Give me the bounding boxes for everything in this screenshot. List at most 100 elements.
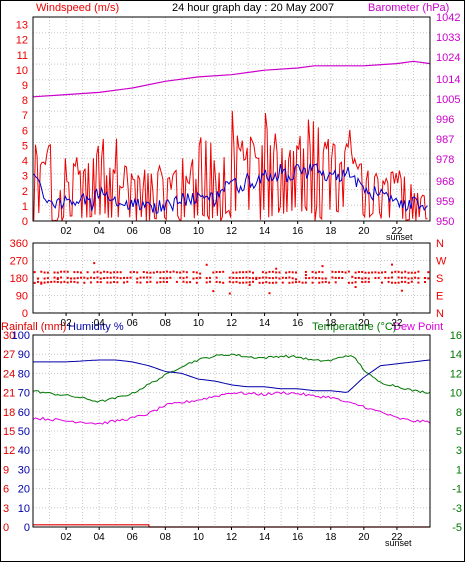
direction-point bbox=[142, 271, 145, 273]
direction-x-tick-label: 22 bbox=[391, 318, 403, 329]
direction-point bbox=[166, 270, 168, 273]
direction-point bbox=[354, 286, 357, 288]
direction-point bbox=[361, 281, 364, 283]
direction-point bbox=[407, 281, 410, 284]
rainfall-tick-label: 3 bbox=[3, 503, 9, 515]
direction-point bbox=[275, 271, 278, 274]
direction-point bbox=[106, 281, 109, 284]
direction-point bbox=[265, 276, 268, 279]
labels-layer: 02 04 06 08 10 12 14 16 18 20 22012345678910111213… bbox=[3, 12, 462, 543]
direction-point bbox=[367, 280, 370, 283]
direction-point bbox=[126, 280, 129, 283]
direction-point bbox=[166, 277, 168, 280]
direction-point bbox=[384, 271, 387, 274]
direction-point bbox=[311, 276, 314, 279]
direction-point bbox=[205, 277, 208, 280]
direction-point bbox=[218, 281, 221, 284]
direction-point bbox=[334, 271, 337, 274]
direction-point bbox=[400, 271, 403, 274]
wind-x-tick-label: 08 bbox=[160, 226, 172, 237]
direction-point bbox=[371, 271, 374, 274]
direction-point bbox=[417, 281, 420, 284]
direction-point bbox=[146, 281, 149, 284]
direction-point bbox=[89, 281, 92, 284]
direction-point bbox=[381, 271, 383, 274]
direction-point bbox=[295, 278, 297, 281]
direction-point bbox=[139, 276, 142, 279]
rainfall-axis-label: Rainfall (mm) bbox=[1, 321, 66, 333]
direction-point bbox=[66, 276, 69, 279]
barometer-tick-label: 1005 bbox=[436, 94, 460, 106]
windspeed-tick-label: 2 bbox=[22, 186, 28, 198]
direction-point bbox=[106, 276, 109, 279]
wind-x-tick-label: 10 bbox=[193, 226, 205, 237]
direction-point bbox=[377, 276, 380, 279]
wind-x-tick-label: 12 bbox=[226, 226, 238, 237]
direction-point bbox=[60, 276, 63, 279]
direction-point bbox=[238, 277, 241, 279]
direction-point bbox=[245, 276, 248, 279]
humidity-tick-label: 10 bbox=[18, 503, 30, 515]
direction-point bbox=[73, 280, 76, 283]
direction-point bbox=[142, 276, 145, 279]
direction-point bbox=[212, 290, 215, 293]
direction-point bbox=[60, 281, 63, 284]
direction-point bbox=[46, 277, 49, 280]
temperature-tick-label: 3 bbox=[456, 445, 462, 457]
direction-point bbox=[248, 270, 251, 273]
direction-tick-label: 180 bbox=[10, 273, 28, 285]
direction-x-tick-label: 10 bbox=[193, 318, 205, 329]
direction-point bbox=[242, 276, 245, 279]
windspeed-tick-label: 6 bbox=[22, 125, 28, 137]
temperature-tick-label: 8 bbox=[456, 407, 462, 419]
direction-point bbox=[397, 270, 400, 273]
windspeed-tick-label: 1 bbox=[22, 201, 28, 213]
direction-point bbox=[301, 281, 304, 284]
direction-point bbox=[113, 276, 116, 279]
direction-point bbox=[63, 280, 66, 283]
direction-point bbox=[242, 271, 245, 274]
direction-point bbox=[298, 280, 301, 283]
wind-x-tick-label: 20 bbox=[358, 226, 370, 237]
direction-point bbox=[146, 276, 149, 279]
barometer-tick-label: 996 bbox=[436, 114, 454, 126]
temperature-tick-label: -3 bbox=[452, 503, 462, 515]
direction-point bbox=[37, 277, 39, 280]
direction-point bbox=[60, 270, 63, 273]
humidity-x-tick-label: 18 bbox=[325, 532, 337, 543]
wind-x-tick-label: 18 bbox=[325, 226, 337, 237]
average-wind-series-line bbox=[33, 163, 428, 215]
direction-point bbox=[291, 277, 294, 280]
direction-point bbox=[46, 281, 49, 284]
direction-point bbox=[73, 277, 76, 280]
direction-point bbox=[132, 271, 135, 273]
grid-layer bbox=[33, 17, 430, 527]
direction-point bbox=[123, 276, 125, 279]
direction-point bbox=[321, 265, 324, 268]
direction-point bbox=[40, 270, 43, 273]
direction-point bbox=[195, 277, 198, 280]
direction-point bbox=[192, 277, 195, 280]
direction-point bbox=[331, 276, 334, 279]
barometer-tick-label: 959 bbox=[436, 196, 454, 208]
direction-point bbox=[175, 271, 178, 274]
direction-point bbox=[215, 280, 218, 283]
direction-point bbox=[354, 277, 357, 279]
direction-point bbox=[159, 277, 162, 280]
direction-point bbox=[427, 271, 430, 274]
direction-point bbox=[179, 276, 182, 279]
direction-point bbox=[417, 277, 420, 280]
direction-point bbox=[195, 281, 198, 284]
direction-point bbox=[255, 278, 258, 280]
direction-point bbox=[318, 281, 321, 284]
direction-point bbox=[314, 271, 317, 274]
direction-point bbox=[351, 281, 354, 284]
direction-point bbox=[242, 281, 245, 284]
direction-point bbox=[397, 281, 400, 284]
temperature-tick-label: 10 bbox=[450, 388, 462, 400]
humidity-tick-label: 70 bbox=[18, 388, 30, 400]
direction-point bbox=[73, 271, 76, 274]
direction-tick-label: 90 bbox=[16, 291, 28, 303]
direction-point bbox=[334, 281, 337, 284]
